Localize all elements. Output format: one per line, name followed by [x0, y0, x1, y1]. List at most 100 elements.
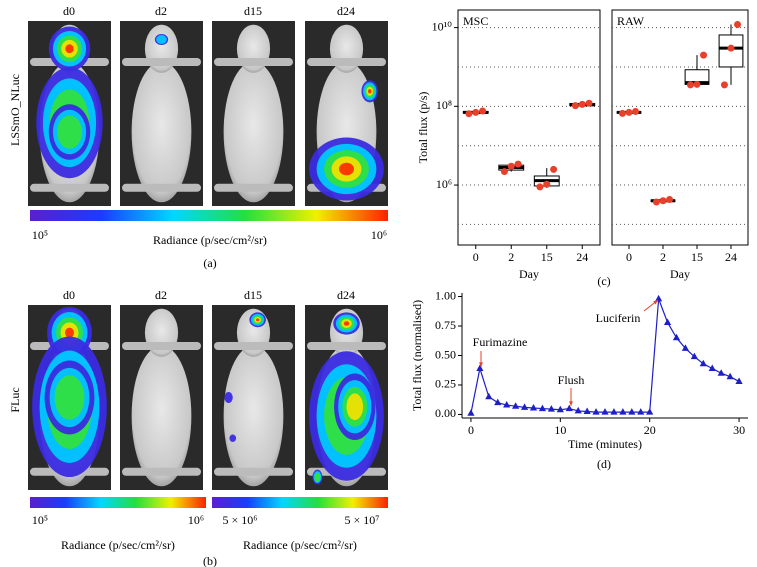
colorbar-max: 10⁶ — [371, 228, 387, 242]
panel-caption: (a) — [203, 256, 216, 270]
marker — [520, 403, 529, 410]
x-tick-label: 24 — [576, 250, 588, 264]
marker — [601, 408, 609, 415]
mouse-paws — [122, 342, 201, 350]
y-tick-label: 10⁶ — [436, 177, 452, 191]
marker — [529, 403, 538, 411]
strip-title: RAW — [617, 14, 645, 28]
data-point — [507, 162, 515, 170]
row-label: FLuc — [8, 387, 22, 412]
colorbar-label: Radiance (p/sec/cm²/sr) — [243, 538, 357, 552]
marker — [699, 359, 707, 367]
row-label: LSSmO_NLuc — [8, 74, 22, 146]
colorbar-label: Radiance (p/sec/cm²/sr) — [61, 538, 175, 552]
annotation-arrowhead — [653, 300, 658, 305]
y-tick-label: 1.00 — [435, 288, 456, 302]
x-tick-label: 24 — [725, 250, 737, 264]
marker — [628, 408, 636, 415]
marker — [574, 406, 582, 414]
data-point — [472, 108, 480, 116]
marker — [547, 405, 555, 412]
x-tick-label: 10 — [554, 423, 566, 437]
marker — [681, 344, 690, 351]
marker — [565, 404, 573, 412]
marker — [610, 408, 618, 415]
column-label: d0 — [63, 4, 75, 18]
x-tick-label: 0 — [468, 423, 474, 437]
mouse-paws — [214, 183, 293, 192]
mouse-body — [131, 345, 192, 487]
plot-frame — [457, 9, 601, 246]
data-point — [686, 81, 694, 89]
marker — [512, 402, 520, 409]
mouse-body — [223, 345, 284, 487]
y-tick-label: 10⁸ — [436, 98, 452, 112]
annotation-arrowhead — [569, 401, 573, 406]
mouse-paws — [307, 58, 386, 66]
x-tick-label: 15 — [541, 250, 553, 264]
marker — [467, 409, 475, 416]
panel-caption: (d) — [597, 457, 611, 471]
marker — [708, 364, 716, 371]
column-label: d2 — [155, 288, 167, 302]
mouse-paws — [307, 342, 386, 350]
marker — [663, 318, 672, 325]
x-axis-label: Day — [670, 267, 690, 281]
column-label: d2 — [155, 4, 167, 18]
data-point — [585, 99, 593, 107]
data-point — [536, 183, 544, 191]
marker — [717, 369, 725, 376]
marker — [637, 408, 645, 415]
colorbar-min: 10⁵ — [32, 228, 48, 242]
colorbar — [212, 497, 388, 508]
marker — [583, 407, 591, 415]
column-label: d15 — [244, 4, 262, 18]
annotation: Flush — [558, 373, 585, 387]
mouse-body — [131, 61, 192, 203]
marker — [538, 404, 547, 412]
signal — [346, 393, 364, 421]
column-label: d15 — [244, 288, 262, 302]
colorbar-max: 5 × 10⁷ — [345, 513, 380, 527]
marker — [556, 405, 564, 413]
data-point — [727, 44, 735, 52]
panel-caption: (b) — [203, 554, 217, 567]
mouse-paws — [30, 183, 109, 192]
data-point — [659, 197, 667, 205]
colorbar-min: 10⁵ — [32, 513, 48, 527]
x-tick-label: 15 — [691, 250, 703, 264]
x-tick-label: 0 — [473, 250, 479, 264]
data-point — [734, 20, 742, 28]
data-point — [700, 51, 708, 59]
signal — [54, 375, 85, 420]
column-label: d24 — [337, 4, 355, 18]
bioluminescence-images — [28, 21, 388, 490]
marker — [672, 333, 681, 341]
column-label: d0 — [63, 288, 75, 302]
data-point — [625, 108, 633, 116]
mouse-paws — [214, 342, 293, 350]
y-axis-label: Total flux (normalised) — [410, 300, 424, 411]
data-point — [618, 109, 626, 117]
x-tick-label: 0 — [626, 250, 632, 264]
signal — [339, 162, 354, 176]
signal — [343, 321, 350, 326]
data-point — [693, 80, 701, 88]
x-axis-label: Day — [519, 267, 539, 281]
marker — [485, 392, 493, 400]
marker — [619, 408, 627, 415]
y-axis-label: Total flux (p/s) — [416, 92, 430, 164]
signal — [368, 89, 372, 94]
y-tick-label: 0.00 — [435, 406, 456, 420]
y-tick-label: 0.75 — [435, 318, 456, 332]
y-tick-label: 10¹⁰ — [432, 19, 453, 33]
x-axis-label: Time (minutes) — [568, 437, 642, 451]
signal — [224, 391, 233, 404]
data-point — [652, 198, 660, 206]
data-point — [550, 165, 558, 173]
annotation: Luciferin — [596, 311, 641, 325]
data-point — [571, 102, 579, 110]
marker — [476, 364, 484, 371]
mouse-paws — [122, 58, 201, 66]
